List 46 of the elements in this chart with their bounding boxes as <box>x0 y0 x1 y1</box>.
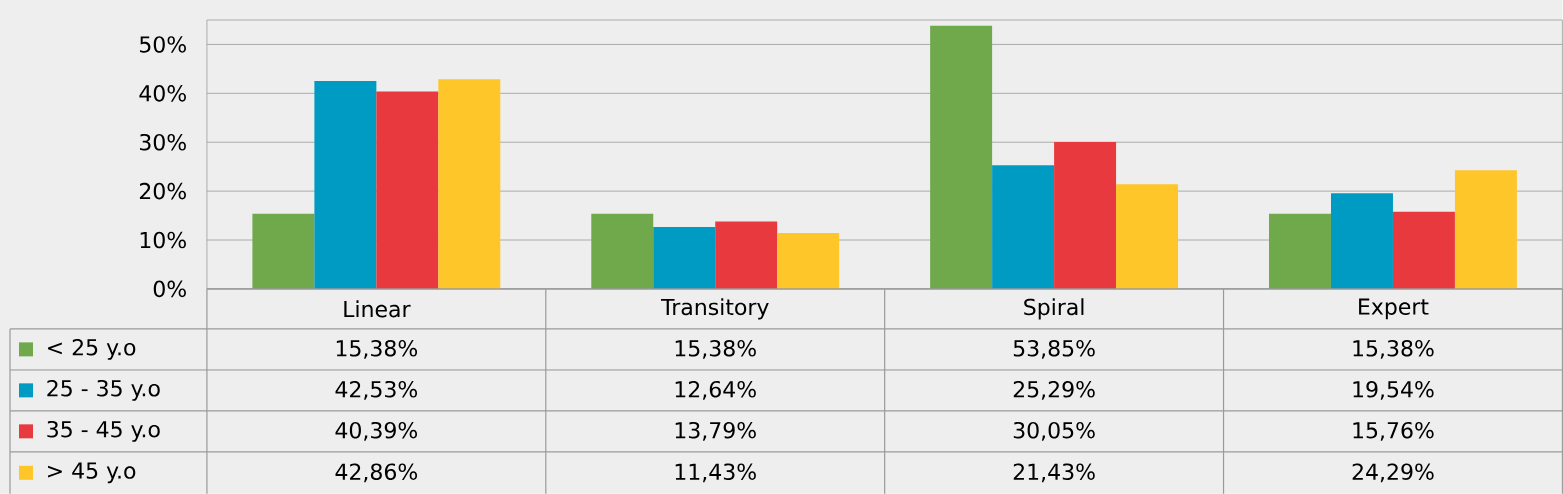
data-label: 53,85% <box>1013 339 1095 359</box>
data-label: 42,86% <box>335 463 418 483</box>
bar <box>252 213 315 289</box>
bar <box>1392 211 1455 289</box>
data-label: 11,43% <box>675 463 756 483</box>
x-tick-label: Spiral <box>1024 298 1084 320</box>
bar <box>314 80 377 289</box>
bar <box>992 165 1055 289</box>
y-tick-label: 10% <box>140 231 186 249</box>
y-tick-label: 30% <box>139 133 186 151</box>
bar <box>1116 183 1179 289</box>
bar <box>1054 141 1117 289</box>
bar <box>438 79 501 289</box>
legend-label: > 45 y.o <box>48 462 136 483</box>
data-label: 40,39% <box>335 421 418 441</box>
data-label: 15,38% <box>675 339 756 359</box>
data-label: 15,76% <box>1353 421 1434 441</box>
bar <box>930 25 993 289</box>
data-label: 25,29% <box>1013 380 1095 400</box>
data-label: 15,38% <box>1353 339 1434 359</box>
data-label: 19,54% <box>1353 380 1434 400</box>
data-label: 24,29% <box>1352 463 1434 483</box>
bar <box>715 221 778 289</box>
x-tick-label: Linear <box>344 300 411 318</box>
y-tick-label: 0% <box>153 280 186 298</box>
legend-label: 25 - 35 y.o <box>47 379 160 401</box>
x-tick-label: Expert <box>1359 298 1429 319</box>
data-label: 15,38% <box>336 339 418 359</box>
bar <box>1454 169 1517 289</box>
bar <box>1269 213 1331 289</box>
data-label: 21,43% <box>1013 463 1095 483</box>
bar <box>777 232 840 289</box>
y-tick-label: 40% <box>139 84 186 102</box>
bar <box>376 91 439 289</box>
data-label: 12,64% <box>675 380 756 400</box>
bar <box>653 226 716 289</box>
y-tick-label: 50% <box>140 35 186 53</box>
x-tick-label: Transitory <box>660 298 769 320</box>
data-label: 30,05% <box>1013 421 1095 441</box>
data-label: 42,53% <box>335 380 418 400</box>
legend-label: < 25 y.o <box>48 338 136 360</box>
bar <box>591 213 654 289</box>
data-label: 13,79% <box>675 421 756 441</box>
legend-label: 35 - 45 y.o <box>47 420 160 442</box>
bar <box>1330 193 1393 289</box>
y-tick-label: 20% <box>139 182 186 200</box>
